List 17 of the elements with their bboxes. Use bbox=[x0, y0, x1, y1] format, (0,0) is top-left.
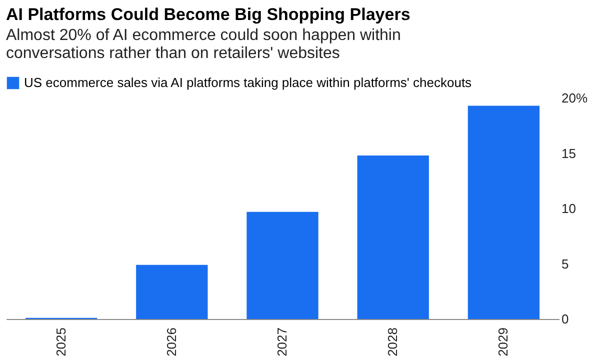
chart-subtitle: Almost 20% of AI ecommerce could soon happen within conversations rather than on retailers' websites bbox=[6, 27, 401, 62]
chart-title: AI Platforms Could Become Big Shopping Players bbox=[6, 5, 410, 24]
bar bbox=[136, 264, 208, 319]
y-tick-label: 20% bbox=[562, 90, 588, 106]
y-tick-label: 15 bbox=[562, 146, 576, 161]
y-tick-label: 5 bbox=[562, 256, 569, 272]
legend-label: US ecommerce sales via AI platforms taking place within platforms' checkouts bbox=[24, 75, 472, 90]
x-tick-label: 2025 bbox=[53, 328, 68, 356]
bar bbox=[468, 106, 540, 319]
y-tick-label: 0 bbox=[562, 312, 569, 326]
x-tick-label: 2026 bbox=[164, 328, 179, 356]
bar bbox=[357, 155, 429, 319]
x-tick-label: 2027 bbox=[274, 328, 290, 356]
y-tick-label: 10 bbox=[562, 201, 576, 216]
bar bbox=[246, 212, 318, 319]
x-tick-label: 2029 bbox=[496, 328, 511, 356]
x-tick-label: 2028 bbox=[385, 328, 400, 356]
